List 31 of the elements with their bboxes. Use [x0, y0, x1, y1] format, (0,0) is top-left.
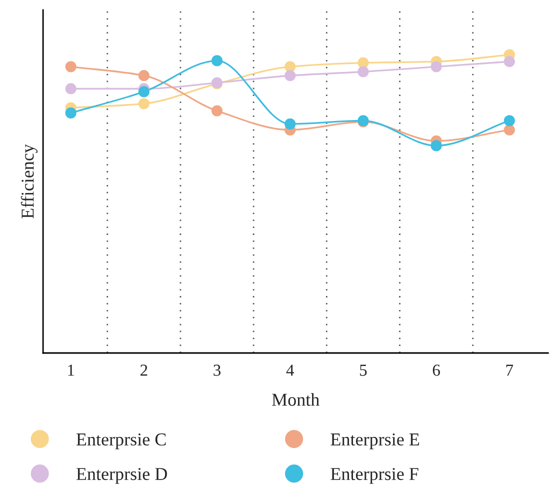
legend-label: Enterprsie E [330, 433, 420, 450]
point [504, 115, 515, 126]
point [138, 70, 150, 82]
x-tick-label: 7 [506, 364, 514, 376]
point [504, 124, 515, 136]
point [284, 118, 296, 130]
point [65, 83, 76, 94]
x-tick-label: 2 [140, 364, 148, 376]
point [65, 61, 76, 72]
x-tick-label: 1 [68, 364, 74, 376]
point [284, 70, 296, 82]
point [65, 107, 76, 118]
y-axis-title: Efficiency [20, 144, 38, 218]
point [211, 55, 223, 66]
x-tick-label: 6 [432, 364, 440, 376]
point [358, 66, 369, 78]
point [211, 105, 223, 116]
point [358, 57, 369, 68]
point [430, 140, 442, 152]
point [504, 56, 515, 68]
legend-label: Enterprsie D [76, 468, 167, 484]
point [138, 86, 150, 98]
point [138, 98, 150, 110]
legend-label: Enterprsie F [330, 468, 418, 484]
point [430, 61, 442, 72]
x-tick-label: 4 [286, 364, 294, 376]
legend-label: Enterprsie C [76, 433, 166, 450]
x-tick-label: 5 [360, 364, 367, 376]
x-tick-label: 3 [214, 364, 221, 376]
point [284, 61, 296, 72]
x-axis-title: Month [272, 393, 320, 406]
